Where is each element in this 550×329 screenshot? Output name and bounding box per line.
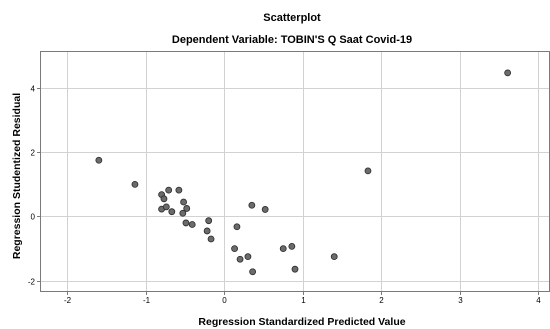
data-point (279, 245, 287, 253)
data-point (205, 217, 213, 225)
x-axis-label: Regression Standardized Predicted Value (198, 316, 405, 328)
y-tick-label: 0 (31, 213, 36, 222)
data-point (244, 253, 252, 261)
x-tick-label: 1 (301, 296, 306, 305)
data-point (364, 167, 372, 175)
data-point (165, 186, 173, 194)
x-tick-label: 4 (536, 296, 541, 305)
x-tick-label: -2 (64, 296, 72, 305)
y-tick-label: 2 (31, 149, 36, 158)
data-point (180, 198, 187, 206)
y-tick-label: -2 (28, 278, 36, 287)
x-tick-label: -1 (143, 296, 151, 305)
x-tick-label: 0 (222, 296, 227, 305)
chart-title: Scatterplot (263, 12, 321, 24)
data-point (504, 69, 512, 77)
data-point (207, 235, 215, 243)
x-tick-label: 3 (458, 296, 463, 305)
data-point (168, 208, 176, 216)
data-point (236, 255, 244, 263)
data-point (188, 221, 196, 228)
data-point (183, 205, 191, 212)
data-point (179, 209, 187, 217)
x-tick-label: 2 (379, 296, 384, 305)
chart-subtitle: Dependent Variable: TOBIN'S Q Saat Covid… (172, 34, 412, 46)
y-axis-label: Regression Studentized Residual (11, 93, 23, 259)
data-point (131, 180, 139, 188)
data-point (233, 223, 241, 231)
data-point (182, 219, 190, 227)
data-point (175, 186, 183, 194)
plot-area (40, 51, 550, 292)
data-point (291, 265, 299, 273)
data-point (330, 253, 338, 261)
y-axis-ticks: -2 0 2 4 (28, 85, 40, 287)
scatter-points (95, 69, 512, 276)
data-point (162, 203, 170, 211)
data-point (231, 245, 238, 253)
data-point (288, 242, 296, 250)
data-point (95, 156, 103, 164)
x-axis-ticks: -2 -1 0 1 2 3 4 (64, 292, 541, 305)
data-point (203, 227, 211, 235)
data-point (249, 268, 257, 276)
y-tick-label: 4 (31, 85, 36, 94)
data-point (248, 201, 256, 209)
data-point (261, 206, 269, 213)
grid-lines (40, 51, 550, 292)
data-point (160, 195, 168, 203)
